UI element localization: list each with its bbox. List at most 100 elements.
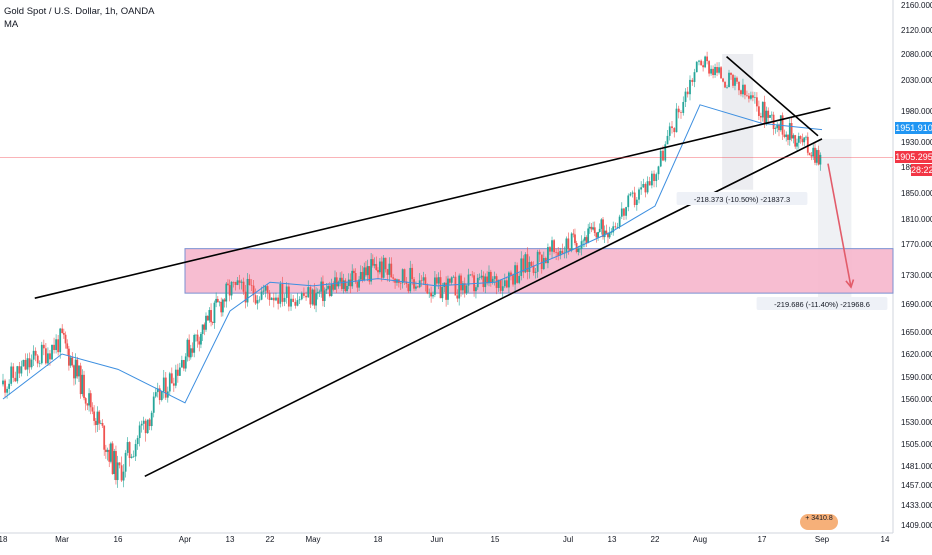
candle-body bbox=[618, 216, 621, 227]
candle-body bbox=[335, 277, 338, 287]
candle-body bbox=[805, 136, 807, 138]
candle-body bbox=[73, 365, 75, 379]
candle-body bbox=[469, 274, 472, 276]
candle-body bbox=[587, 228, 590, 244]
y-tick-label: 1850.000 bbox=[901, 189, 932, 198]
candle-body bbox=[693, 72, 696, 82]
candle-body bbox=[605, 230, 608, 234]
candle-body bbox=[698, 60, 700, 62]
candle-body bbox=[188, 339, 191, 358]
candle-body bbox=[528, 261, 531, 272]
candle-body bbox=[361, 271, 364, 280]
indicator-label[interactable]: MA bbox=[4, 19, 19, 30]
candle-body bbox=[178, 367, 181, 376]
candle-body bbox=[174, 369, 177, 386]
candle-body bbox=[337, 281, 340, 287]
candle-body bbox=[223, 299, 226, 302]
candle-body bbox=[83, 374, 85, 399]
candle-body bbox=[382, 257, 385, 278]
candle-body bbox=[781, 115, 784, 135]
candle-body bbox=[603, 230, 606, 238]
measure-label-lower-bg bbox=[756, 297, 888, 310]
candle-body bbox=[426, 285, 429, 294]
candle-body bbox=[206, 315, 209, 321]
watermark-text: + 3410.8 bbox=[805, 515, 833, 522]
y-tick-label: 1433.000 bbox=[901, 501, 932, 510]
candle-body bbox=[200, 333, 202, 345]
candle-body bbox=[640, 187, 643, 190]
candle-body bbox=[787, 134, 789, 140]
y-tick-label: 1770.000 bbox=[901, 240, 932, 249]
candle-body bbox=[225, 283, 228, 302]
candle-body bbox=[180, 360, 183, 368]
y-tick-label: 1457.000 bbox=[901, 481, 932, 490]
candle-body bbox=[189, 348, 192, 358]
candle-body bbox=[327, 285, 330, 289]
candle-body bbox=[553, 240, 555, 253]
candle-body bbox=[49, 353, 51, 360]
candle-body bbox=[653, 173, 655, 182]
candle-body bbox=[66, 343, 69, 349]
x-tick-label: 18 bbox=[374, 535, 383, 544]
candle-body bbox=[210, 310, 212, 323]
candle-body bbox=[779, 115, 782, 131]
candle-body bbox=[316, 292, 319, 294]
candle-body bbox=[561, 250, 564, 254]
y-tick-label: 1505.000 bbox=[901, 440, 932, 449]
candle-body bbox=[728, 72, 730, 88]
candle-body bbox=[160, 391, 163, 401]
candle-body bbox=[40, 344, 43, 364]
candle-body bbox=[191, 348, 194, 353]
candle-body bbox=[378, 261, 381, 273]
candle-body bbox=[283, 297, 286, 302]
candle-body bbox=[254, 295, 257, 304]
candle-body bbox=[430, 292, 432, 297]
watermark-logo bbox=[800, 514, 838, 530]
candle-body bbox=[279, 283, 282, 304]
x-tick-label: 15 bbox=[491, 535, 500, 544]
candle-body bbox=[365, 267, 367, 276]
candle-body bbox=[51, 344, 53, 360]
candle-body bbox=[682, 101, 685, 113]
candle-body bbox=[662, 150, 664, 161]
candle-body bbox=[416, 286, 419, 288]
candle-body bbox=[296, 300, 299, 306]
candle-body bbox=[172, 383, 175, 386]
candle-body bbox=[162, 377, 165, 392]
ma-price-badge: 1951.910 bbox=[895, 122, 932, 134]
candle-body bbox=[359, 271, 362, 280]
measure-label-lower: -219.686 (-11.40%) -21968.6 bbox=[774, 300, 870, 309]
candle-body bbox=[248, 278, 251, 286]
candle-body bbox=[499, 279, 502, 291]
candle-body bbox=[565, 238, 568, 253]
candle-body bbox=[557, 252, 560, 256]
candle-body bbox=[318, 291, 321, 293]
symbol-title[interactable]: Gold Spot / U.S. Dollar, 1h, OANDA bbox=[4, 6, 155, 17]
candle-body bbox=[680, 112, 682, 113]
candle-body bbox=[4, 380, 6, 393]
y-tick-label: 1730.000 bbox=[901, 271, 932, 280]
candle-body bbox=[115, 451, 117, 481]
candle-body bbox=[567, 238, 570, 249]
candle-body bbox=[588, 226, 591, 229]
candle-body bbox=[746, 95, 748, 96]
candle-body bbox=[592, 227, 595, 230]
candle-body bbox=[34, 350, 37, 356]
candle-body bbox=[526, 254, 529, 272]
candle-body bbox=[638, 189, 640, 200]
candle-body bbox=[666, 135, 669, 145]
candle-body bbox=[458, 275, 461, 299]
candle-body bbox=[520, 258, 523, 276]
candle-body bbox=[89, 393, 92, 408]
candle-body bbox=[600, 219, 603, 229]
candle-body bbox=[81, 374, 84, 395]
candle-body bbox=[761, 101, 764, 118]
candle-body bbox=[797, 136, 800, 143]
candle-body bbox=[407, 283, 410, 292]
candle-body bbox=[57, 339, 60, 353]
candle-body bbox=[230, 281, 233, 296]
candle-body bbox=[629, 193, 632, 196]
candle-body bbox=[332, 284, 335, 290]
